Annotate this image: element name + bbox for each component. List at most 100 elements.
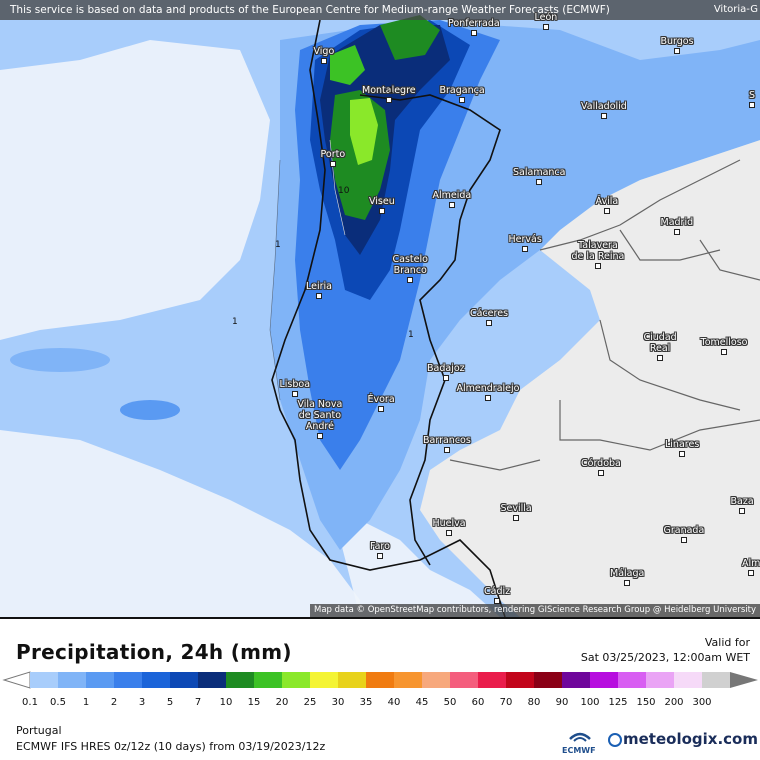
city-marker (739, 508, 746, 514)
legend-label: 35 (359, 697, 373, 708)
city-huelva: Huelva (433, 518, 466, 536)
city-label-line: Viseu (369, 196, 395, 207)
legend-swatch-40 (394, 672, 423, 688)
city-marker (291, 391, 298, 397)
city-marker (522, 246, 529, 252)
contour-label: 1 (388, 86, 394, 96)
map-attribution[interactable]: Map data © OpenStreetMap contributors, r… (310, 604, 760, 617)
legend-label: 15 (247, 697, 261, 708)
model-run-info: ECMWF IFS HRES 0z/12z (10 days) from 03/… (16, 740, 326, 753)
legend-swatch-10 (226, 672, 255, 688)
city-marker (600, 113, 607, 119)
city-marker (679, 451, 686, 457)
city-label-line: Baza (730, 496, 754, 507)
city-marker (673, 229, 680, 235)
city-label-line: Badajoz (427, 363, 465, 374)
legend-swatch-45 (422, 672, 451, 688)
city-granada: Granada (663, 525, 705, 543)
city--vila: Ávila (595, 196, 619, 214)
city-marker (385, 97, 392, 103)
city-castelo-branco: Castelo Branco (393, 254, 428, 283)
meteologix-globe-icon (608, 733, 622, 747)
city-valladolid: Valladolid (581, 101, 627, 119)
city-bragan-a: Bragança (440, 85, 485, 103)
legend-label: 30 (331, 697, 345, 708)
legend-label: 100 (580, 697, 600, 708)
spain-region-borders (449, 159, 760, 471)
city-marker (484, 395, 491, 401)
legend-swatch-0-1 (30, 672, 59, 688)
city-marker (674, 48, 681, 54)
city-marker (378, 406, 385, 412)
city-lisboa: Lisboa (280, 379, 310, 397)
city-baza: Baza (731, 496, 754, 514)
legend-swatch-35 (366, 672, 395, 688)
city-label-line: Valladolid (581, 101, 627, 112)
city-linares: Linares (665, 439, 699, 457)
city-madrid: Madrid (661, 217, 693, 235)
legend-swatch-200 (674, 672, 703, 688)
city-m-laga: Málaga (610, 568, 644, 586)
city-leiria: Leiria (306, 281, 332, 299)
legend-label: 20 (275, 697, 289, 708)
legend-swatch-5 (170, 672, 199, 688)
city-marker (624, 580, 631, 586)
city-label-line: Almendralejo (456, 383, 520, 394)
precipitation-map[interactable]: This service is based on data and produc… (0, 0, 760, 617)
city-label-line: Castelo (392, 254, 428, 265)
city-s: S (749, 90, 755, 108)
city-label-line: de Santo (298, 410, 342, 421)
city-label-line: Huelva (432, 518, 466, 529)
valid-date: Sat 03/25/2023, 12:00am WET (580, 651, 750, 664)
city-marker (407, 277, 414, 283)
city-label-line: Porto (320, 149, 346, 160)
city-marker (316, 433, 323, 439)
city-label-line: Almeida (432, 190, 472, 201)
city-label-line: Montalegre (362, 85, 416, 96)
city-label-line: Tomelloso (700, 337, 748, 348)
city-burgos: Burgos (661, 36, 694, 54)
ecmwf-logo-icon (569, 732, 591, 742)
city-talavera-de-la-reina: Talavera de la Reina (572, 240, 624, 269)
sea-precip-blob (120, 400, 180, 420)
legend-swatch-7 (198, 672, 227, 688)
city-label-line: Granada (663, 525, 705, 536)
contour-label: 1 (232, 317, 238, 327)
contour-line-10 (329, 139, 346, 236)
city-marker (442, 375, 449, 381)
city-faro: Faro (370, 541, 390, 559)
city-label-line: Évora (367, 394, 395, 405)
city-label-line: Cádiz (484, 586, 511, 597)
legend-label: 2 (110, 697, 118, 708)
city-badajoz: Badajoz (427, 363, 465, 381)
city-marker (542, 24, 549, 30)
city-marker (680, 537, 687, 543)
city-label-line: Linares (665, 439, 700, 450)
city-label-line: Talavera (578, 240, 618, 251)
city-label-line: Burgos (660, 36, 694, 47)
contour-line-1 (269, 159, 281, 401)
legend-swatch-50 (450, 672, 479, 688)
legend-max-arrow (730, 672, 758, 688)
city-label-line: Córdoba (581, 458, 621, 469)
region-label: Portugal (16, 724, 62, 737)
city-label-line: Salamanca (513, 167, 566, 178)
city-marker (378, 208, 385, 214)
city-porto: Porto (320, 149, 346, 167)
sea-precip-blob-2 (10, 348, 110, 372)
legend-title: Precipitation, 24h (mm) (16, 640, 292, 664)
legend-swatch-20 (282, 672, 311, 688)
city-marker (470, 30, 477, 36)
meteologix-brand[interactable]: meteologix.com (607, 730, 758, 748)
city-ciudad-real: Ciudad Real (644, 332, 677, 361)
city-label-line: Málaga (610, 568, 645, 579)
dry-land-south (330, 500, 500, 617)
legend-swatch-3 (142, 672, 171, 688)
city-label-line: Vigo (313, 46, 335, 57)
city-marker (597, 470, 604, 476)
dry-sea-southwest (0, 430, 360, 617)
legend-label: 45 (415, 697, 429, 708)
legend-label: 40 (387, 697, 401, 708)
city-label-line: Hervás (508, 234, 542, 245)
city-label-line: Ávila (595, 196, 619, 207)
